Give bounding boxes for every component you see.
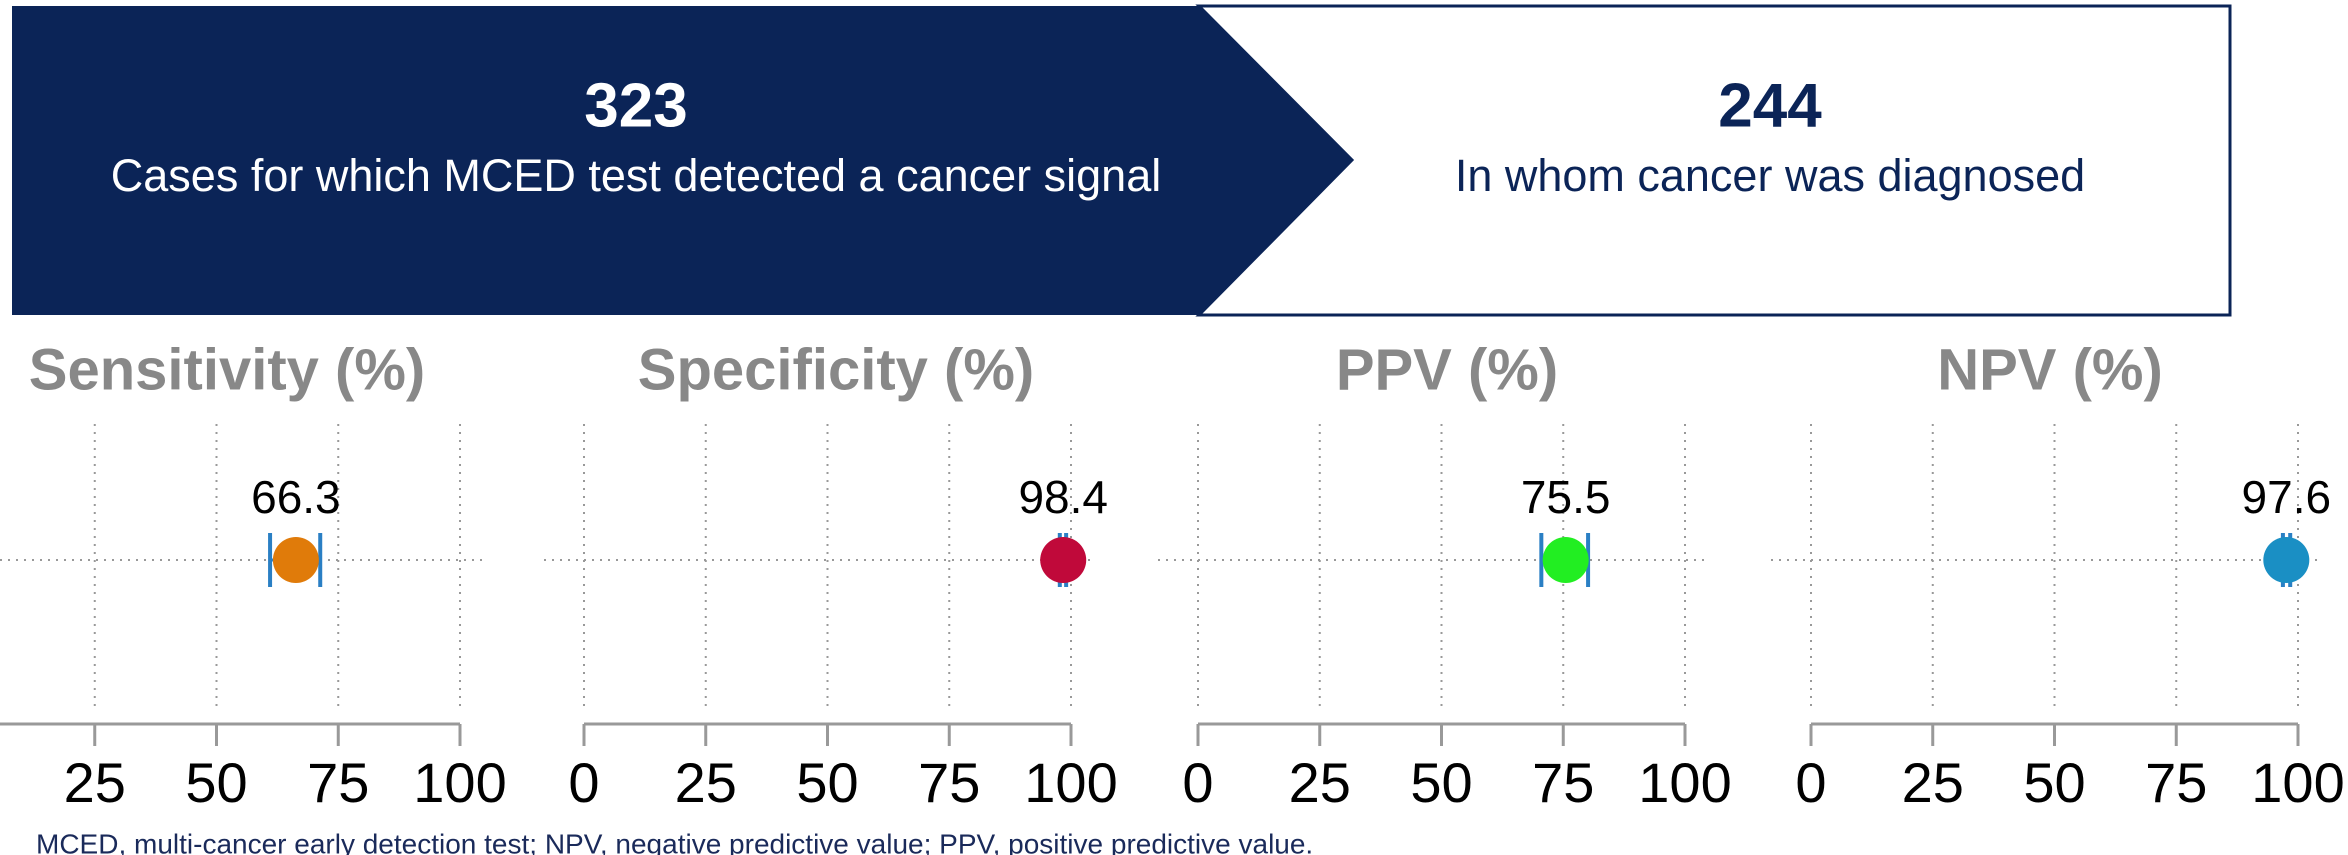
x-tick-label: 75 [2145, 751, 2207, 814]
value-label: 75.5 [1521, 471, 1611, 523]
x-tick-label: 100 [2251, 751, 2344, 814]
dot [2263, 537, 2310, 583]
x-tick-label: 0 [1182, 751, 1213, 814]
x-tick-label: 50 [1410, 751, 1472, 814]
x-tick-label: 75 [1532, 751, 1594, 814]
x-tick-label: 100 [413, 751, 506, 814]
panel-title: NPV (%) [1937, 337, 2163, 402]
x-tick-label: 25 [675, 751, 737, 814]
x-tick-label: 100 [1638, 751, 1731, 814]
x-tick-label: 50 [185, 751, 247, 814]
x-tick-label: 0 [1795, 751, 1826, 814]
value-label: 97.6 [2242, 471, 2332, 523]
step-number: 244 [1718, 71, 1822, 140]
x-tick-label: 75 [307, 751, 369, 814]
dot [272, 537, 319, 583]
banner-step-2 [1195, 4, 2232, 317]
dot [1542, 537, 1589, 583]
panel-title: Specificity (%) [638, 337, 1034, 402]
footnote: MCED, multi-cancer early detection test;… [36, 828, 1313, 855]
panel-title: Sensitivity (%) [29, 337, 425, 402]
step-number: 323 [584, 71, 687, 140]
x-tick-label: 100 [1024, 751, 1117, 814]
dot [1040, 537, 1087, 583]
x-tick-label: 25 [64, 751, 126, 814]
value-label: 66.3 [251, 471, 341, 523]
x-tick-label: 0 [568, 751, 599, 814]
x-tick-label: 50 [2023, 751, 2085, 814]
x-tick-label: 25 [1902, 751, 1964, 814]
panel-title: PPV (%) [1336, 337, 1558, 402]
x-tick-label: 50 [796, 751, 858, 814]
x-tick-label: 25 [1289, 751, 1351, 814]
step-label: Cases for which MCED test detected a can… [111, 150, 1161, 201]
step-label: In whom cancer was diagnosed [1455, 150, 2085, 201]
x-tick-label: 75 [918, 751, 980, 814]
value-label: 98.4 [1018, 471, 1108, 523]
banner-step-1 [12, 6, 1352, 315]
